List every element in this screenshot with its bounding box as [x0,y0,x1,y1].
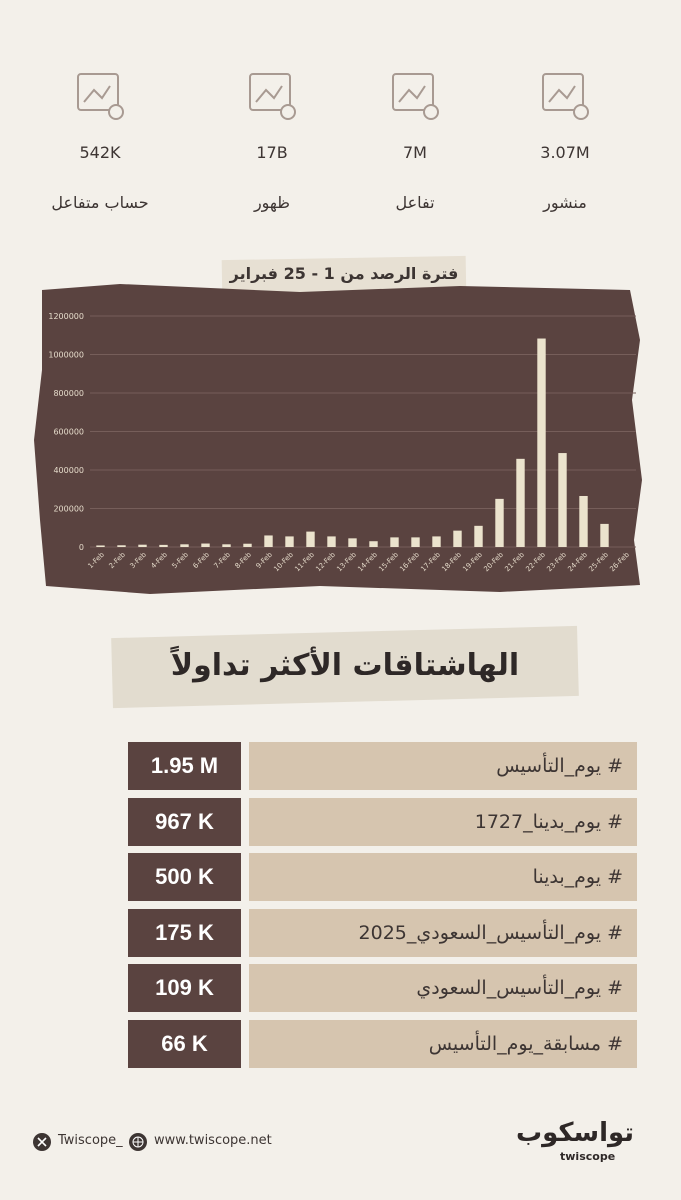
logo-en: twiscope [560,1150,616,1163]
stat-value: 7M [403,143,427,162]
stat-label: منشور [543,193,587,212]
stat-icon [249,73,296,120]
bar [96,545,105,547]
hashtag-name: # يوم_التأسيس_السعودي [249,964,637,1013]
stat-icon [392,73,439,120]
bar [390,537,399,547]
web-icon [129,1133,147,1151]
period-label: فترة الرصد من 1 - 25 فبراير [229,264,459,283]
y-tick-label: 800000 [53,389,84,398]
x-icon [33,1133,51,1151]
stat-icon [77,73,124,120]
y-tick-label: 1000000 [48,351,84,360]
hashtag-name: # يوم_بدينا_1727 [249,797,637,846]
bar [327,536,336,547]
bar [558,453,567,547]
bar [453,530,462,547]
chart: 0200000400000600000800000100000012000001… [34,284,642,594]
bar [138,544,147,547]
stat-value: 542K [79,143,121,162]
stat-icon [542,73,589,120]
bar [264,535,273,547]
hashtag-value: 967 K [128,797,241,846]
bar [117,545,126,547]
y-tick-label: 0 [79,543,84,552]
bar [516,458,525,547]
stat-label: تفاعل [395,193,435,212]
bar [306,531,315,547]
bar [348,538,357,547]
hashtag-name: # يوم_التأسيس [249,742,637,790]
bar [432,536,441,547]
y-tick-label: 200000 [53,505,84,514]
bar [285,536,294,547]
bar [600,523,609,547]
logo-ar: تواسكوب [515,1118,635,1148]
bar [495,498,504,547]
bar [474,525,483,547]
bar [369,541,378,547]
hashtag-value: 1.95 M [128,742,241,790]
stat-value: 3.07M [540,143,590,162]
hashtag-value: 500 K [128,853,241,902]
bar [411,537,420,547]
chart-panel [34,284,642,594]
bar [222,544,231,547]
hashtag-name: # مسابقة_يوم_التأسيس [249,1020,637,1068]
bar [180,544,189,547]
hashtag-name: # يوم_التأسيس_السعودي_2025 [249,908,637,957]
y-tick-label: 1200000 [48,312,84,321]
bar [579,495,588,547]
bar [243,543,252,547]
bar [159,544,168,547]
hashtag-name: # يوم_بدينا [249,853,637,902]
website: www.twiscope.net [154,1133,272,1148]
y-tick-label: 400000 [53,466,84,475]
hashtags-title: الهاشتاقات الأكثر تداولاً [170,648,520,683]
bar [537,338,546,547]
stat-value: 17B [256,143,288,162]
hashtag-value: 109 K [128,964,241,1013]
handle: Twiscope_ [58,1133,123,1148]
stat-label: ظهور [253,193,291,212]
hashtag-value: 175 K [128,908,241,957]
bar [201,543,210,547]
stat-label: حساب متفاعل [51,193,149,212]
y-tick-label: 600000 [53,428,84,437]
hashtag-value: 66 K [128,1020,241,1068]
